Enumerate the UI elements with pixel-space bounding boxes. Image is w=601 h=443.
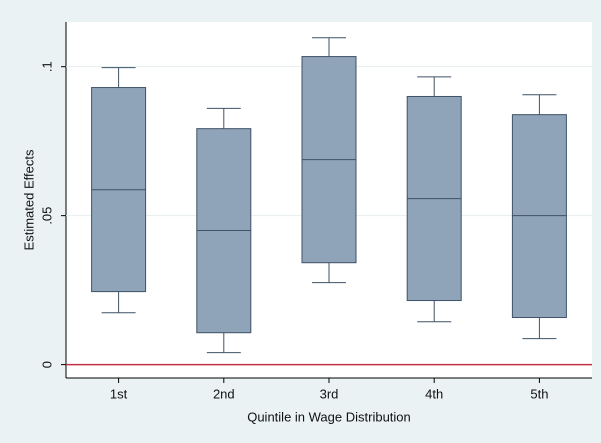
x-tick-label: 4th (425, 386, 443, 401)
y-tick-label: .1 (39, 61, 54, 72)
x-tick-label: 3rd (320, 386, 339, 401)
x-tick-label: 1st (110, 386, 128, 401)
x-axis-title: Quintile in Wage Distribution (247, 409, 411, 424)
y-tick-label: 0 (39, 361, 54, 368)
y-axis-title: Estimated Effects (21, 149, 36, 250)
y-tick-label: .05 (39, 207, 54, 225)
x-tick-label: 5th (530, 386, 548, 401)
x-tick-label: 2nd (213, 386, 235, 401)
